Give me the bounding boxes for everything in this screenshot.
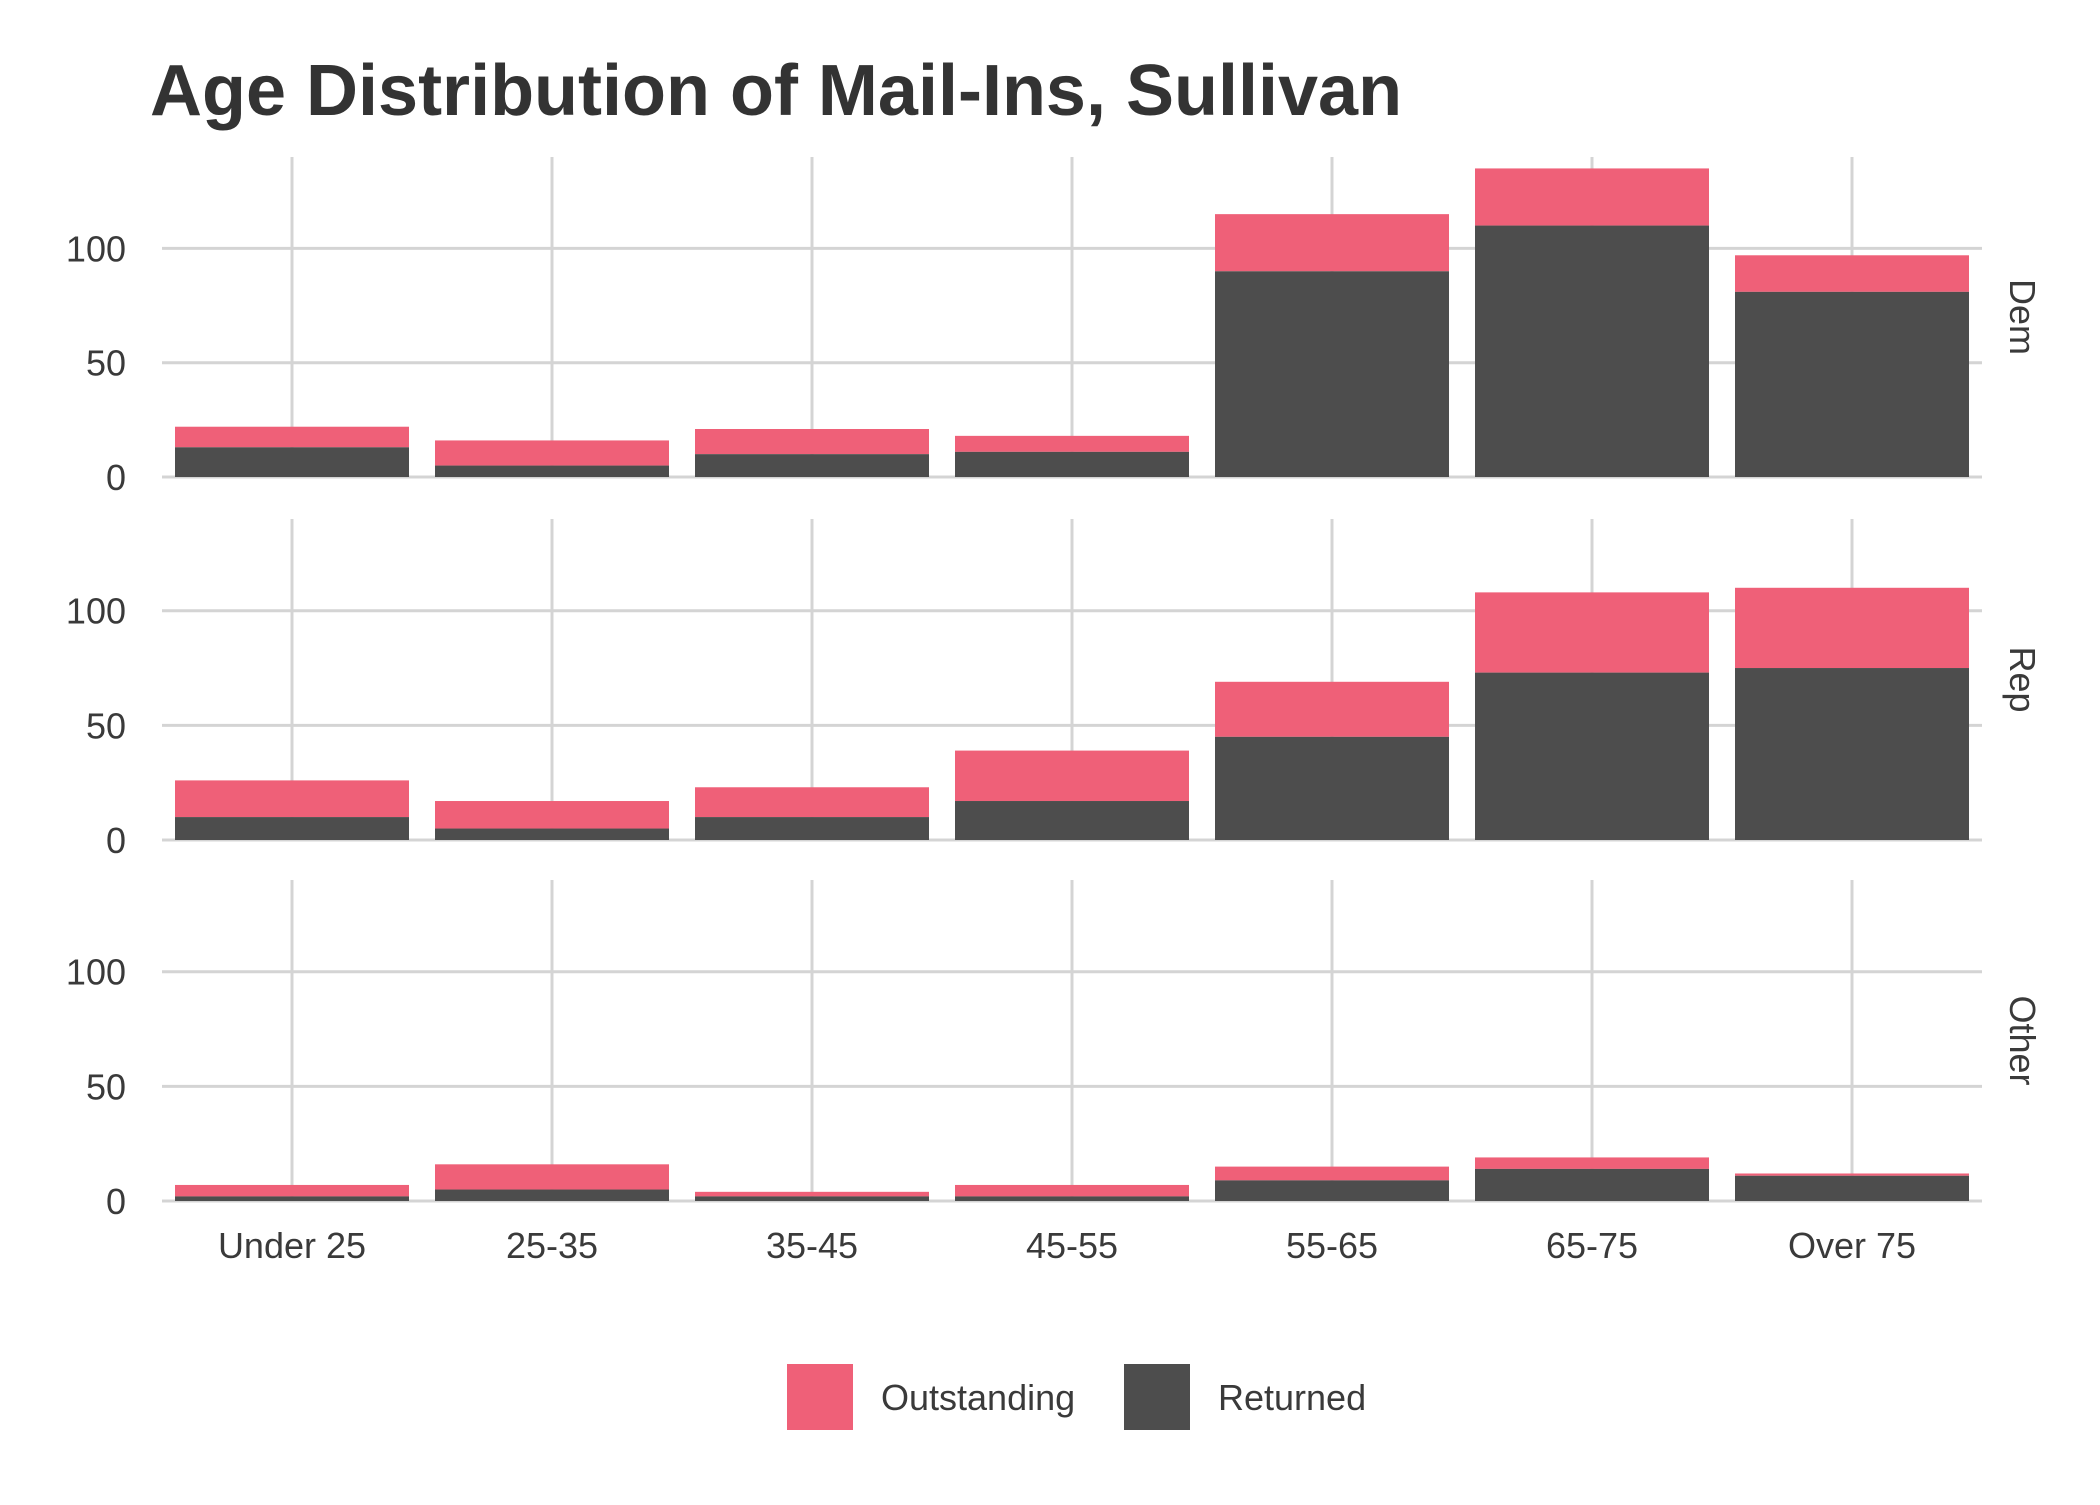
y-tick-label: 0 [106, 1181, 126, 1222]
facet-strip-label: Other [2002, 995, 2043, 1085]
bar-returned [955, 451, 1189, 477]
y-tick-label: 100 [66, 952, 126, 993]
bar-returned [1475, 1168, 1709, 1201]
bar-returned [1215, 736, 1449, 840]
bar-outstanding [695, 787, 929, 818]
bar-outstanding [1475, 168, 1709, 226]
bar-returned [1735, 668, 1969, 840]
bar-returned [955, 1196, 1189, 1201]
facet-strip-label: Dem [2002, 279, 2043, 355]
y-tick-label: 100 [66, 591, 126, 632]
bar-returned [1215, 271, 1449, 477]
x-tick-label: Over 75 [1788, 1225, 1916, 1266]
bar-outstanding [695, 1191, 929, 1197]
bar-returned [175, 447, 409, 477]
bar-outstanding [955, 1184, 1189, 1197]
bar-returned [1475, 225, 1709, 477]
bar-outstanding [1735, 1173, 1969, 1176]
y-tick-label: 100 [66, 228, 126, 269]
x-tick-label: 25-35 [506, 1225, 598, 1266]
legend-label-outstanding: Outstanding [881, 1377, 1075, 1418]
y-tick-label: 50 [86, 1066, 126, 1107]
facet-strip-label: Rep [2002, 646, 2043, 712]
facet-panel-rep: 0 50 100 Rep [66, 519, 2043, 861]
bar-outstanding [175, 1184, 409, 1197]
bar-outstanding [1215, 214, 1449, 272]
bar-outstanding [955, 750, 1189, 802]
x-tick-label: 55-65 [1286, 1225, 1378, 1266]
bar-returned [435, 1189, 669, 1201]
bar-outstanding [955, 435, 1189, 452]
bar-returned [435, 465, 669, 477]
bar-outstanding [695, 429, 929, 455]
y-tick-label: 50 [86, 343, 126, 384]
facet-panel-dem: 0 50 100 Dem [66, 157, 2043, 498]
legend-label-returned: Returned [1218, 1377, 1366, 1418]
facet-panel-other: 0 50 100 Other [66, 880, 2043, 1222]
bar-outstanding [1735, 587, 1969, 669]
x-tick-label: 35-45 [766, 1225, 858, 1266]
bar-outstanding [1215, 1166, 1449, 1181]
bar-returned [1215, 1180, 1449, 1201]
bar-returned [1735, 291, 1969, 477]
legend: Outstanding Returned [787, 1364, 1366, 1430]
bar-outstanding [435, 1164, 669, 1190]
bar-returned [955, 801, 1189, 840]
bar-outstanding [175, 426, 409, 448]
bar-outstanding [175, 780, 409, 818]
x-tick-label: 65-75 [1546, 1225, 1638, 1266]
bar-outstanding [1215, 681, 1449, 737]
bar-returned [1735, 1175, 1969, 1201]
facet-panels: 0 50 100 Dem 0 50 100 Rep 0 50 100 Other [66, 157, 2043, 1222]
chart-title: Age Distribution of Mail-Ins, Sullivan [150, 51, 1402, 131]
bar-returned [175, 817, 409, 840]
bar-outstanding [435, 801, 669, 829]
bar-returned [695, 817, 929, 840]
bar-returned [695, 1196, 929, 1201]
bar-outstanding [1475, 592, 1709, 673]
y-tick-label: 0 [106, 457, 126, 498]
y-tick-label: 50 [86, 705, 126, 746]
x-tick-label: Under 25 [218, 1225, 366, 1266]
bar-returned [175, 1196, 409, 1201]
bar-outstanding [1735, 255, 1969, 292]
bar-returned [695, 454, 929, 477]
bar-outstanding [1475, 1157, 1709, 1169]
legend-swatch-returned [1124, 1364, 1190, 1430]
bar-outstanding [435, 440, 669, 466]
y-tick-label: 0 [106, 820, 126, 861]
x-tick-label: 45-55 [1026, 1225, 1118, 1266]
legend-swatch-outstanding [787, 1364, 853, 1430]
bar-returned [435, 828, 669, 840]
x-axis: Under 25 25-35 35-45 45-55 55-65 65-75 Over 75 [218, 1225, 1916, 1266]
bar-returned [1475, 672, 1709, 840]
